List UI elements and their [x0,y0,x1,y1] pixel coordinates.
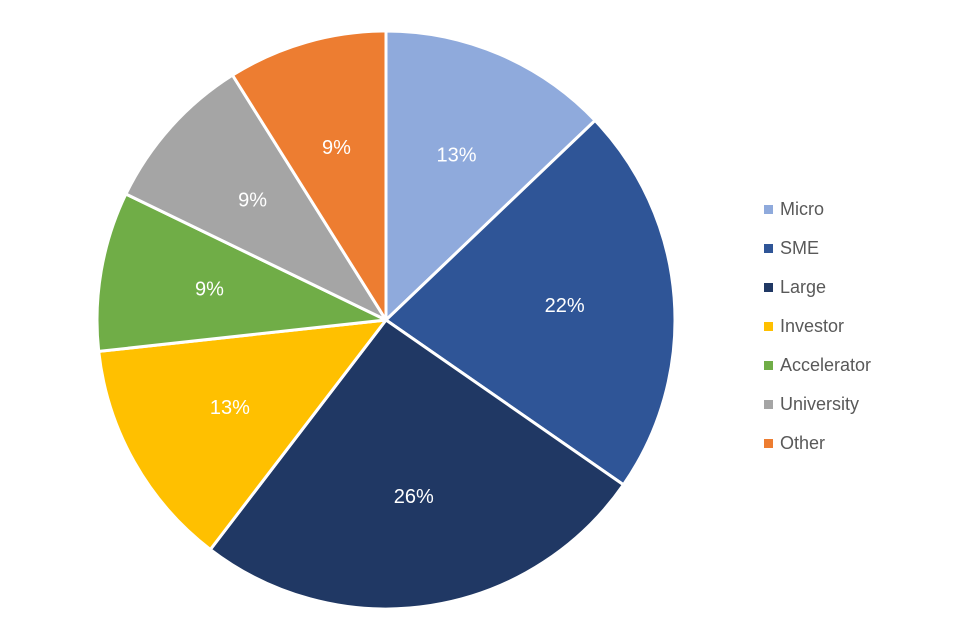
data-label-investor: 13% [210,397,250,419]
data-label-sme: 22% [545,295,585,317]
pie-slice-other [231,29,388,322]
legend-swatch-other [764,439,773,448]
pie-slice-accelerator [95,192,388,353]
data-label-micro: 13% [436,144,476,166]
legend-item-other: Other [764,424,944,463]
legend-label-other: Other [780,433,826,453]
pie-slice-investor [97,318,388,552]
legend-item-university: University [764,385,944,424]
legend-label-micro: Micro [780,199,824,219]
legend-swatch-investor [764,322,773,331]
legend-item-large: Large [764,268,944,307]
legend-item-accelerator: Accelerator [764,346,944,385]
legend-label-investor: Investor [780,316,845,336]
legend-item-sme: SME [764,229,944,268]
legend-label-large: Large [780,277,827,297]
legend-swatch-sme [764,244,773,253]
legend-label-sme: SME [780,238,820,258]
pie-slices [95,29,677,611]
legend-label-university: University [780,394,860,414]
pie-slice-large [208,318,625,611]
pie-slice-sme [384,118,677,487]
data-label-accelerator: 9% [195,279,224,301]
legend-swatch-micro [764,205,773,214]
data-label-large: 26% [394,486,434,508]
data-label-university: 9% [238,189,267,211]
data-label-other: 9% [322,137,351,159]
legend-swatch-large [764,283,773,292]
legend-label-accelerator: Accelerator [780,355,872,375]
pie-data-labels: 13% 22% 26% 13% 9% 9% 9% [195,137,585,508]
pie-slice-micro [384,29,597,322]
legend-item-micro: Micro [764,190,944,229]
legend-swatch-university [764,400,773,409]
chart-legend: Micro SME Large Investor Accelerator Universi… [764,190,944,463]
legend-swatch-accelerator [764,361,773,370]
pie-slice-university [124,73,388,322]
legend-item-investor: Investor [764,307,944,346]
